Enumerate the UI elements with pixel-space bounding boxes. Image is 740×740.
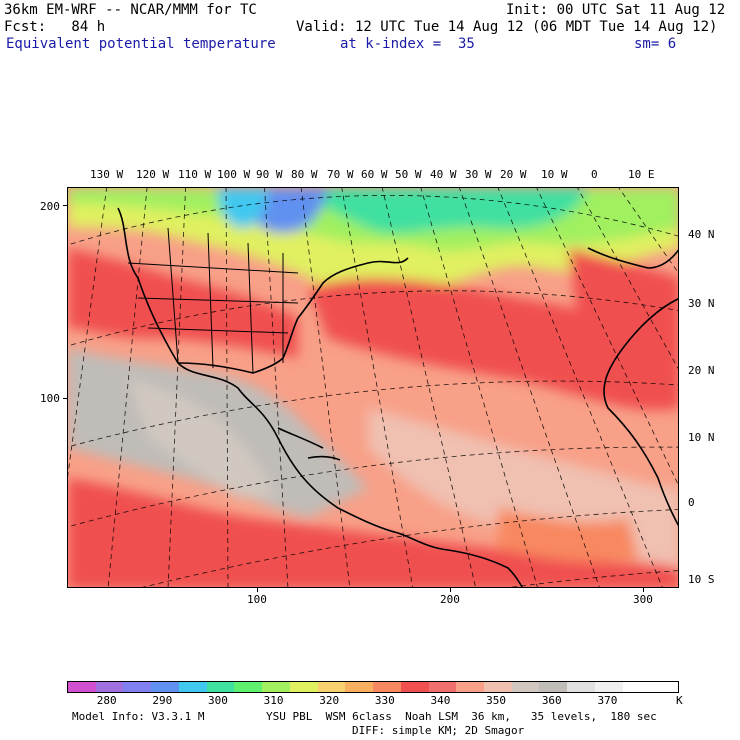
colorbar-swatch bbox=[289, 682, 318, 692]
longitude-label: 30 W bbox=[465, 168, 492, 181]
longitude-label: 100 W bbox=[217, 168, 251, 181]
valid-time: Valid: 12 UTC Tue 14 Aug 12 (06 MDT Tue … bbox=[296, 19, 718, 35]
colorbar-label: 280 bbox=[96, 694, 117, 707]
init-time: Init: 00 UTC Sat 11 Aug 12 bbox=[506, 2, 726, 18]
colorbar-swatch bbox=[400, 682, 429, 692]
colorbar-swatch bbox=[123, 682, 152, 692]
colorbar-unit: K bbox=[676, 694, 683, 707]
grid-x-label-200: 200 bbox=[440, 593, 460, 606]
state-borders bbox=[127, 227, 299, 374]
colorbar-label: 290 bbox=[152, 694, 173, 707]
grid-x-label-100: 100 bbox=[247, 593, 267, 606]
model-title: 36km EM-WRF -- NCAR/MMM for TC bbox=[4, 2, 257, 18]
colorbar-label: 320 bbox=[319, 694, 340, 707]
longitude-label: 80 W bbox=[291, 168, 318, 181]
latitude-label: 30 N bbox=[688, 297, 715, 310]
latitude-label: 20 N bbox=[688, 364, 715, 377]
colorbar-swatch bbox=[650, 682, 679, 692]
colorbar-label: 340 bbox=[430, 694, 451, 707]
longitude-label: 10 W bbox=[541, 168, 568, 181]
longitude-label: 130 W bbox=[90, 168, 124, 181]
longitude-label: 20 W bbox=[500, 168, 527, 181]
longitude-label: 120 W bbox=[136, 168, 170, 181]
grid-y-label-200: 200 bbox=[40, 200, 60, 213]
colorbar-swatch bbox=[428, 682, 457, 692]
grid-y-label-100: 100 bbox=[40, 392, 60, 405]
colorbar-label: 310 bbox=[263, 694, 284, 707]
longitude-label: 0 bbox=[591, 168, 598, 181]
longitude-label: 60 W bbox=[361, 168, 388, 181]
colorbar-swatch bbox=[567, 682, 595, 692]
colorbar-swatch bbox=[511, 682, 540, 692]
latitude-label: 0 bbox=[688, 496, 695, 509]
latitude-label: 40 N bbox=[688, 228, 715, 241]
colorbar-swatch bbox=[317, 682, 346, 692]
colorbar-swatch bbox=[178, 682, 207, 692]
colorbar-swatch bbox=[456, 682, 485, 692]
longitude-label: 40 W bbox=[430, 168, 457, 181]
longitude-label: 90 W bbox=[256, 168, 283, 181]
graticule bbox=[68, 188, 678, 587]
colorbar-label: 330 bbox=[374, 694, 395, 707]
map-canvas bbox=[68, 188, 678, 587]
colorbar-swatch bbox=[262, 682, 290, 692]
colorbar-swatch bbox=[484, 682, 512, 692]
latitude-label: 10 S bbox=[688, 573, 715, 586]
physics-line-2: DIFF: simple KM; 2D Smagor bbox=[352, 724, 525, 737]
colorbar-swatch bbox=[622, 682, 651, 692]
colorbar-label: 360 bbox=[541, 694, 562, 707]
colorbar-swatch bbox=[539, 682, 568, 692]
physics-line-1: YSU PBL WSM 6class Noah LSM 36 km, 35 le… bbox=[266, 710, 657, 723]
latitude-label: 10 N bbox=[688, 431, 715, 444]
colorbar-swatch bbox=[594, 682, 623, 692]
field-name: Equivalent potential temperature bbox=[6, 36, 276, 52]
theta-e-map bbox=[67, 187, 679, 588]
colorbar-swatch bbox=[373, 682, 401, 692]
colorbar bbox=[67, 681, 679, 693]
colorbar-swatch bbox=[151, 682, 179, 692]
longitude-label: 110 W bbox=[178, 168, 212, 181]
colorbar-label: 370 bbox=[597, 694, 618, 707]
colorbar-swatch bbox=[68, 682, 96, 692]
grid-x-label-300: 300 bbox=[633, 593, 653, 606]
colorbar-label: 300 bbox=[208, 694, 228, 707]
k-index-label: at k-index = 35 bbox=[340, 36, 475, 52]
forecast-hour: Fcst: 84 h bbox=[4, 19, 106, 35]
longitude-label: 50 W bbox=[395, 168, 422, 181]
longitude-label: 70 W bbox=[327, 168, 354, 181]
colorbar-swatch bbox=[206, 682, 235, 692]
colorbar-label: 350 bbox=[486, 694, 507, 707]
colorbar-swatch bbox=[234, 682, 263, 692]
colorbar-swatch bbox=[95, 682, 124, 692]
model-info: Model Info: V3.3.1 M bbox=[72, 710, 205, 723]
longitude-label: 10 E bbox=[628, 168, 655, 181]
smoothing-label: sm= 6 bbox=[634, 36, 677, 52]
colorbar-swatch bbox=[345, 682, 374, 692]
